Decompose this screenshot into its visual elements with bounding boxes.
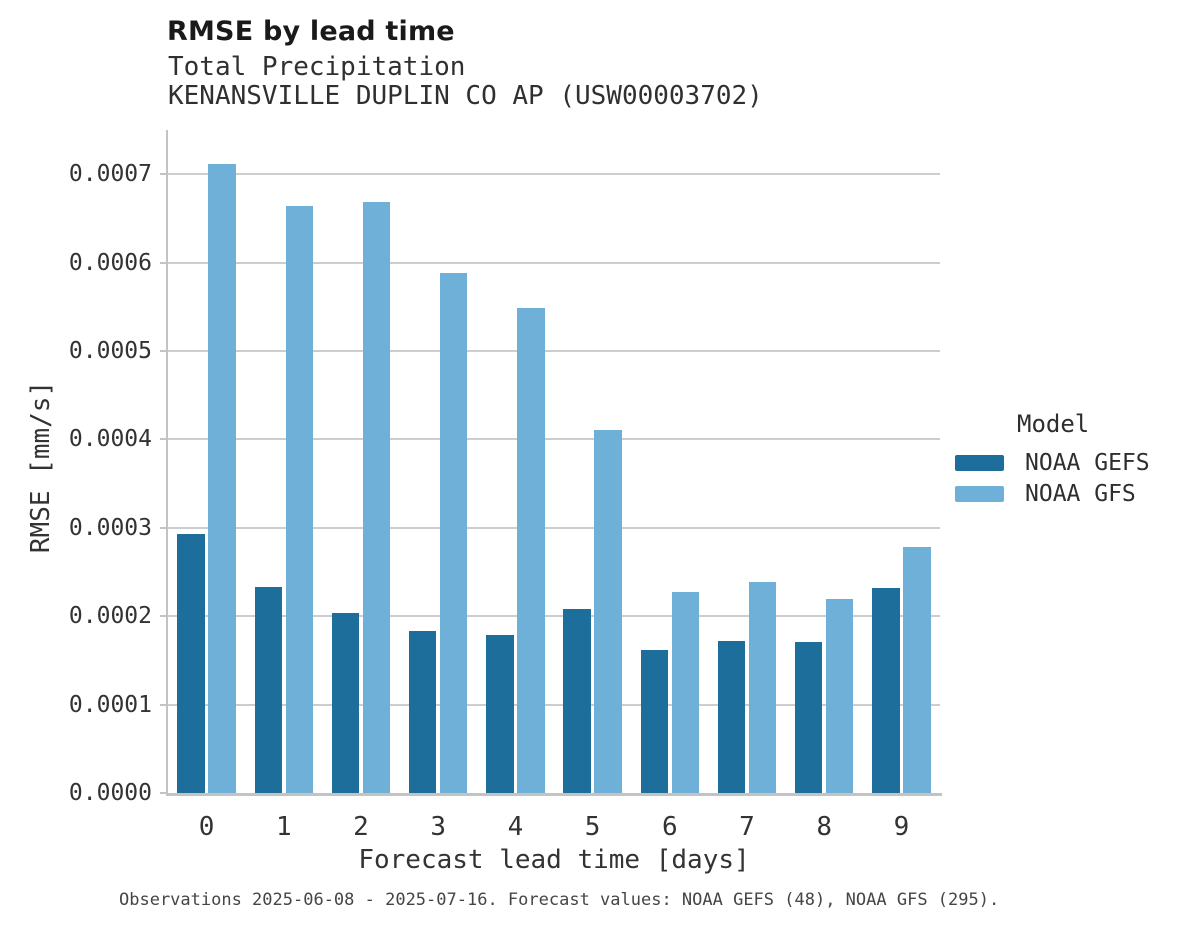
bar-noaa-gfs-lead-9 (903, 547, 931, 793)
gridline (168, 438, 940, 441)
bar-noaa-gfs-lead-5 (594, 429, 622, 793)
x-tick-label: 1 (275, 812, 292, 842)
y-tick-label: 0.0006 (68, 249, 152, 276)
bar-noaa-gefs-lead-2 (331, 612, 360, 793)
page-title: RMSE by lead time (167, 16, 455, 47)
chart-subtitle: Total Precipitation (168, 52, 466, 82)
bar-noaa-gefs-lead-5 (563, 609, 591, 793)
y-tick-mark (160, 615, 168, 618)
x-tick-label: 2 (353, 812, 369, 842)
y-tick-label: 0.0000 (68, 780, 152, 806)
gridline (168, 261, 940, 264)
y-tick-mark (160, 261, 168, 264)
bar-noaa-gfs-lead-8 (825, 599, 854, 793)
legend-swatch-icon (955, 485, 1004, 502)
bar-noaa-gefs-lead-8 (794, 641, 823, 793)
bar-noaa-gfs-lead-2 (362, 202, 391, 793)
bar-noaa-gefs-lead-1 (254, 587, 283, 793)
x-tick-label: 6 (661, 812, 678, 842)
bar-noaa-gefs-lead-7 (717, 640, 746, 793)
y-tick-mark (160, 173, 168, 176)
legend-entry-noaa-gefs: NOAA GEFS (955, 447, 1178, 478)
legend: Model NOAA GEFS NOAA GFS (955, 410, 1178, 509)
y-tick-mark (160, 703, 168, 706)
bar-noaa-gefs-lead-9 (872, 587, 900, 793)
bar-noaa-gfs-lead-6 (671, 592, 700, 793)
y-tick-mark (160, 350, 168, 352)
y-axis-spine (166, 130, 168, 796)
bar-noaa-gefs-lead-4 (486, 634, 514, 793)
bar-noaa-gefs-lead-0 (177, 533, 205, 793)
x-tick-label: 5 (584, 812, 601, 842)
y-tick-label: 0.0005 (68, 338, 152, 364)
x-tick-label: 7 (739, 812, 755, 842)
bar-noaa-gefs-lead-3 (408, 631, 437, 793)
x-tick-label: 8 (816, 812, 833, 842)
legend-swatch-icon (955, 454, 1004, 471)
gridline (168, 615, 940, 618)
y-tick-label: 0.0004 (68, 426, 152, 453)
y-tick-mark (160, 526, 168, 529)
gridline (168, 350, 940, 352)
y-tick-mark (160, 792, 168, 794)
station-name: KENANSVILLE DUPLIN CO AP (USW00003702) (168, 81, 763, 111)
bar-noaa-gefs-lead-6 (640, 649, 669, 793)
bar-noaa-gfs-lead-0 (208, 163, 236, 793)
gridline (168, 703, 940, 706)
y-tick-label: 0.0003 (68, 514, 152, 541)
x-tick-label: 0 (198, 812, 215, 842)
legend-title: Model (1017, 410, 1090, 438)
x-tick-label: 9 (893, 812, 910, 842)
y-tick-label: 0.0001 (68, 691, 152, 718)
x-axis-label: Forecast lead time [days] (358, 845, 750, 875)
chart-caption: Observations 2025-06-08 - 2025-07-16. Fo… (119, 890, 1000, 910)
bar-noaa-gfs-lead-7 (748, 581, 777, 793)
y-tick-label: 0.0002 (68, 603, 152, 630)
gridline (168, 173, 940, 176)
legend-label: NOAA GFS (1025, 480, 1136, 507)
x-tick-label: 4 (507, 812, 524, 842)
gridline (168, 526, 940, 529)
legend-label: NOAA GEFS (1025, 449, 1150, 476)
y-tick-label: 0.0007 (68, 161, 152, 188)
legend-entry-noaa-gfs: NOAA GFS (955, 478, 1178, 509)
bar-noaa-gfs-lead-4 (517, 307, 545, 793)
legend-entries: NOAA GEFS NOAA GFS (955, 447, 1178, 509)
x-tick-label: 3 (430, 812, 447, 842)
bar-noaa-gfs-lead-3 (439, 273, 468, 793)
bar-noaa-gfs-lead-1 (285, 206, 314, 793)
y-tick-mark (160, 438, 168, 441)
x-axis-spine (166, 793, 942, 796)
